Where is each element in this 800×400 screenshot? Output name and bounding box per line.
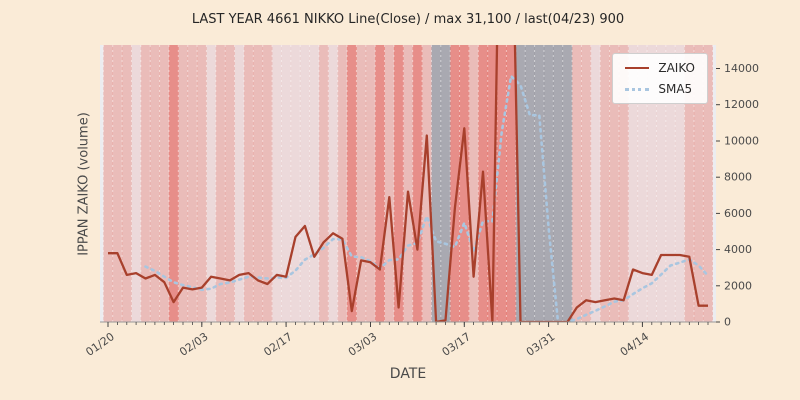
svg-text:6000: 6000 — [724, 207, 752, 220]
day-bands — [103, 45, 713, 322]
svg-text:04/14: 04/14 — [618, 330, 651, 359]
svg-text:02/03: 02/03 — [177, 330, 210, 359]
legend-sma5-sample — [625, 87, 650, 91]
svg-text:8000: 8000 — [724, 171, 752, 184]
legend-item-sma5: SMA5 — [625, 83, 695, 95]
svg-text:03/31: 03/31 — [524, 330, 557, 359]
svg-text:2000: 2000 — [724, 279, 752, 292]
legend-zaiko-sample — [625, 67, 650, 69]
sma5-line — [144, 73, 710, 322]
zaiko-line — [108, 45, 708, 322]
legend-sma5-label: SMA5 — [658, 82, 693, 96]
chart-title: LAST YEAR 4661 NIKKO Line(Close) / max 3… — [191, 12, 625, 27]
svg-text:10000: 10000 — [724, 135, 759, 148]
svg-text:14000: 14000 — [724, 62, 759, 75]
y-axis-label: IPPAN ZAIKO (volume) — [76, 112, 92, 256]
x-tick-labels: 01/20 02/03 02/17 03/03 03/17 03/31 04/14 — [83, 322, 651, 359]
svg-text:01/20: 01/20 — [83, 330, 116, 359]
y-tick-labels: 0 2000 4000 6000 8000 10000 12000 14000 — [716, 62, 759, 329]
svg-text:03/17: 03/17 — [440, 330, 473, 359]
legend-item-zaiko: ZAIKO — [625, 62, 695, 74]
legend: ZAIKO SMA5 — [612, 53, 708, 104]
svg-text:4000: 4000 — [724, 243, 752, 256]
svg-text:02/17: 02/17 — [261, 330, 294, 359]
svg-text:03/03: 03/03 — [346, 330, 379, 359]
svg-text:12000: 12000 — [724, 98, 759, 111]
svg-text:0: 0 — [724, 316, 731, 329]
legend-zaiko-label: ZAIKO — [658, 61, 695, 75]
x-axis-label: DATE — [389, 366, 427, 382]
